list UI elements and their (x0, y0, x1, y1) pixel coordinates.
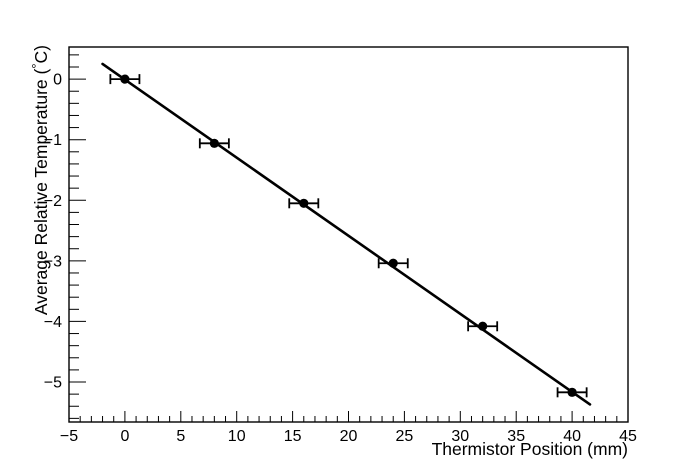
y-axis-title: Average Relative Temperature (°C) (29, 45, 51, 315)
y-tick-label: 0 (53, 72, 62, 89)
fit-line-layer (101, 62, 592, 406)
x-tick-label: 5 (176, 428, 185, 445)
x-tick-label: 25 (396, 428, 414, 445)
axis-tick-labels: −5 0 5 10 15 20 25 30 35 40 45 0 −1 −2 −3 −4 −5 (44, 72, 637, 445)
data-point (567, 387, 577, 397)
data-point (299, 198, 309, 208)
data-point (388, 258, 398, 268)
y-tick-label: −3 (44, 253, 62, 270)
data-points-layer (109, 74, 588, 398)
data-point (209, 138, 219, 148)
data-point (120, 74, 130, 84)
y-tick-label: −4 (44, 314, 62, 331)
x-tick-label: 15 (284, 428, 302, 445)
degree-symbol: ° (29, 63, 44, 68)
y-tick-label: −1 (44, 132, 62, 149)
x-tick-label: 35 (507, 428, 525, 445)
axis-ticks (68, 54, 629, 422)
y-tick-label: −5 (44, 375, 62, 392)
x-axis-title: Thermistor Position (mm) (432, 439, 628, 459)
fit-line (101, 62, 592, 406)
data-point (478, 321, 488, 331)
y-tick-label: −2 (44, 193, 62, 210)
x-tick-label: 10 (228, 428, 246, 445)
x-tick-label: 30 (451, 428, 469, 445)
x-tick-label: 40 (563, 428, 581, 445)
x-tick-label: 0 (120, 428, 129, 445)
x-tick-label: −5 (60, 428, 78, 445)
x-tick-label: 20 (340, 428, 358, 445)
x-tick-label: 45 (619, 428, 637, 445)
